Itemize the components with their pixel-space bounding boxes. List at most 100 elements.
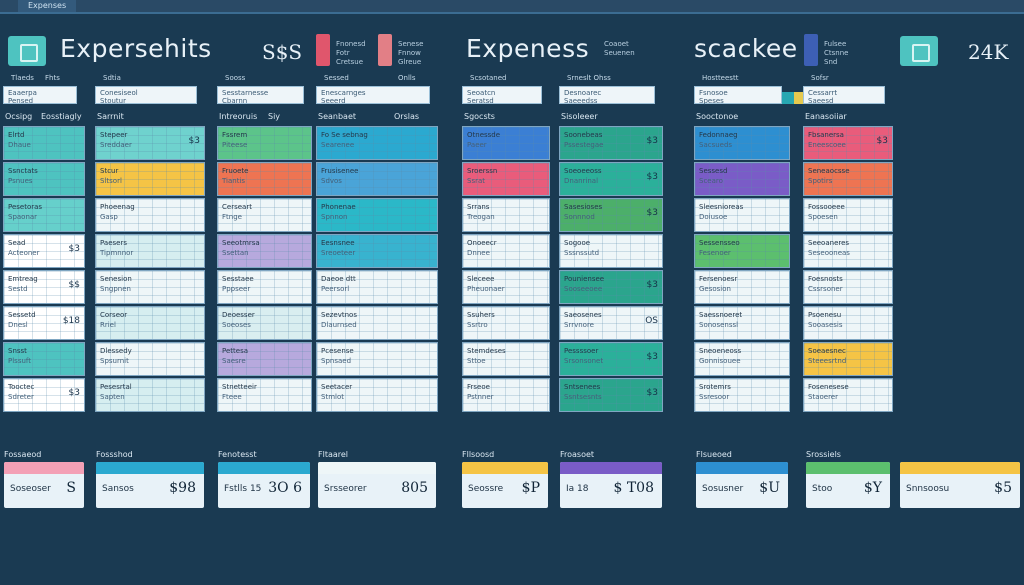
column-filter-input[interactable]: Desnoarec Saeeedss [559,86,655,105]
table-row[interactable]: Eesnsnee Sreoeteer [316,234,438,268]
summary-card[interactable]: Ia 18 $ T08 [560,462,662,508]
row-label: Onoeecr [467,239,497,247]
column-filter-input[interactable]: Fsnosoe Speses [694,86,782,105]
table-row[interactable]: Daeoe dtt Peersorl [316,270,438,304]
table-row[interactable]: Stcur Sltsorl [95,162,205,196]
table-row[interactable]: Fssrem Piteese [217,126,312,160]
top-tab[interactable]: Expenses [18,0,77,12]
table-row[interactable]: Senesion Sngpnen [95,270,205,304]
row-grid [560,307,662,339]
column-filter-input[interactable]: Enescarnges Seeerd [316,86,430,105]
row-label: Fossooeee [808,203,845,211]
summary-card[interactable]: Stoo $Y [806,462,890,508]
table-row[interactable]: Seneaocsse Spotirs [803,162,893,196]
table-row[interactable]: Ssuhers Ssrtro [462,306,550,340]
table-row[interactable]: Sesstaee Pppseer [217,270,312,304]
table-row[interactable]: Pouniensee Sooseeoee $3 [559,270,663,304]
table-row[interactable]: Paesers Tipmnnor [95,234,205,268]
table-row[interactable]: Sezevtnos Dlaurnsed [316,306,438,340]
summary-card[interactable]: Seossre $P [462,462,548,508]
table-row[interactable]: Sroerssn Ssrat [462,162,550,196]
card-value: $98 [169,480,196,496]
table-row[interactable]: Seetacer Stmlot [316,378,438,412]
table-row[interactable]: Sasesioses Sonnnod $3 [559,198,663,232]
table-row[interactable]: Fruoete Tiantis [217,162,312,196]
table-row[interactable]: Cerseart Ftnge [217,198,312,232]
footer-label: Flsueoed [696,450,732,459]
summary-card[interactable]: Srsseorer 805 [318,462,436,508]
summary-card[interactable]: Fstlls 15 3O 6 [218,462,310,508]
column-header: Sdtia [103,74,121,82]
table-row[interactable]: Dlessedy Spsurnit [95,342,205,376]
table-row[interactable]: Soeoeeoss Dnanrinal $3 [559,162,663,196]
row-grid [695,127,789,159]
table-row[interactable]: Fosenesese Staoerer [803,378,893,412]
row-label: Emtreag [8,275,38,283]
table-row[interactable]: Deoesser Soeoses [217,306,312,340]
column-rows: Stepeer Sreddaer $3 Stcur Sltsorl Phoeenag Gas… [95,126,205,414]
summary-card[interactable]: Sansos $98 [96,462,204,508]
table-row[interactable]: Sessensseo Fesenoer [694,234,790,268]
row-amount: $3 [646,136,658,146]
table-row[interactable]: Fbsanersa Eneescoee $3 [803,126,893,160]
summary-card[interactable]: Snnsoosu $5 [900,462,1020,508]
table-row[interactable]: Sntsenees Ssntsesnts $3 [559,378,663,412]
row-label: Sleceee [467,275,495,283]
row-sublabel: Dlaurnsed [321,321,357,329]
card-color-strip [806,462,890,474]
table-row[interactable]: Frusisenee Sdvos [316,162,438,196]
table-row[interactable]: Sleesnioreas Doiusoe [694,198,790,232]
table-row[interactable]: Stemdeses Sttoe [462,342,550,376]
table-row[interactable]: Srrans Treogan [462,198,550,232]
table-row[interactable]: Stnetteeir Fteee [217,378,312,412]
card-value: 805 [401,480,428,496]
table-row[interactable]: Soeaesnec Steeesrtnd [803,342,893,376]
table-row[interactable]: Sogooe Sssnssutd [559,234,663,268]
table-row[interactable]: Psoenesu Sooasesis [803,306,893,340]
table-row[interactable]: Seeoaneres Seseooneas [803,234,893,268]
table-row[interactable]: Onoeecr Dnnee [462,234,550,268]
table-row[interactable]: Fersenoesr Gesosion [694,270,790,304]
column-filter-input[interactable]: Cessarrt Saeesd [803,86,885,105]
summary-card[interactable]: Sosusner $U [696,462,788,508]
column-filter-input[interactable]: Conesiseol Stoutur [95,86,197,105]
table-row[interactable]: Phoeenag Gasp [95,198,205,232]
column-filter-input[interactable]: Seoatcn Seratsd [462,86,542,105]
table-row[interactable]: Sneoeneoss Gonnisouee [694,342,790,376]
table-row[interactable]: Ssnctats Psnues [3,162,85,196]
table-row[interactable]: Emtreag Sestd $$ [3,270,85,304]
table-row[interactable]: Elrtd Dhaue [3,126,85,160]
table-row[interactable]: Sead Acteoner $3 [3,234,85,268]
table-row[interactable]: Saessnoeret Sonosenssl [694,306,790,340]
column-filter-input[interactable]: Sesstarnesse Cbarnn [217,86,304,105]
app-logo-right-icon [900,36,938,66]
table-row[interactable]: Saeosenes Srrvnore OS [559,306,663,340]
table-row[interactable]: Tooctec Sdreter $3 [3,378,85,412]
table-row[interactable]: Frseoe Pstnner [462,378,550,412]
row-label: Foesnosts [808,275,843,283]
table-row[interactable]: Pessssoer Srsonsonet $3 [559,342,663,376]
column-filter-input[interactable]: Eaaerpa Pensed [3,86,77,105]
table-row[interactable]: Srotemrs Ssresoor [694,378,790,412]
table-row[interactable]: Corseor Rriel [95,306,205,340]
table-row[interactable]: Stepeer Sreddaer $3 [95,126,205,160]
table-row[interactable]: Fossooeee Spoesen [803,198,893,232]
table-row[interactable]: Pcesense Spnsaed [316,342,438,376]
table-row[interactable]: Otnessde Paeer [462,126,550,160]
table-row[interactable]: Snsst Plssuft [3,342,85,376]
table-row[interactable]: Sessesd Scearo [694,162,790,196]
table-row[interactable]: Foesnosts Cssrsoner [803,270,893,304]
table-row[interactable]: Seeotmrsa Ssettan [217,234,312,268]
table-row[interactable]: Pettesa Saesre [217,342,312,376]
table-row[interactable]: Fo Se sebnag Searenee [316,126,438,160]
table-row[interactable]: Soonebeas Pssestegae $3 [559,126,663,160]
table-row[interactable]: Fedonnaeg Sacsueds [694,126,790,160]
summary-card[interactable]: Soseoser S [4,462,84,508]
table-row[interactable]: Pesetoras Spaonar [3,198,85,232]
row-grid [96,307,204,339]
table-row[interactable]: Pesesrtal Sapten [95,378,205,412]
table-row[interactable]: Sessetd Dnesl $18 [3,306,85,340]
header-title-mid: Expeness [466,34,590,63]
table-row[interactable]: Sleceee Pheuonaer [462,270,550,304]
table-row[interactable]: Phonenae Spnnon [316,198,438,232]
